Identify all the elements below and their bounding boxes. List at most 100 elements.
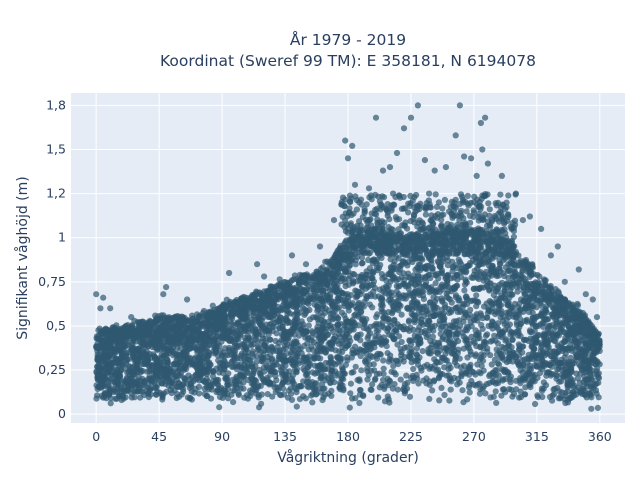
data-point: [326, 287, 333, 294]
data-point: [564, 388, 571, 395]
data-point: [488, 299, 495, 306]
data-point: [316, 385, 323, 392]
data-point: [215, 305, 222, 312]
data-point: [353, 348, 360, 355]
data-point: [561, 329, 568, 336]
data-point: [413, 352, 421, 359]
data-point: [453, 330, 460, 337]
data-point: [477, 310, 484, 317]
data-point: [175, 393, 183, 400]
data-point: [501, 368, 508, 375]
data-point: [435, 340, 443, 347]
data-point: [309, 399, 316, 406]
data-point: [310, 339, 317, 346]
data-point: [320, 318, 327, 325]
data-point: [347, 390, 354, 397]
data-point: [577, 348, 584, 356]
data-point: [431, 322, 438, 329]
data-point: [274, 387, 281, 394]
data-point: [385, 396, 392, 403]
data-point: [514, 359, 521, 366]
data-point: [489, 369, 497, 376]
data-point: [278, 369, 286, 376]
data-point: [369, 281, 377, 288]
data-point: [413, 371, 420, 378]
data-point: [390, 362, 397, 370]
data-point: [439, 298, 446, 305]
data-point: [447, 364, 454, 371]
data-point: [591, 382, 599, 389]
data-point: [249, 326, 256, 334]
data-point: [569, 359, 576, 366]
data-point: [432, 280, 439, 287]
data-point: [405, 258, 412, 266]
data-point: [361, 341, 369, 348]
data-point: [427, 275, 434, 282]
data-point: [283, 314, 290, 322]
data-point: [412, 287, 419, 294]
data-point: [111, 359, 118, 367]
data-point: [359, 260, 366, 267]
data-point: [315, 297, 322, 304]
data-point: [522, 391, 529, 398]
data-point: [331, 302, 338, 309]
data-point: [235, 391, 242, 398]
data-point: [275, 353, 282, 360]
data-point: [221, 357, 228, 364]
data-point: [558, 363, 565, 370]
data-point: [398, 311, 405, 318]
data-point: [422, 327, 429, 334]
data-point: [370, 288, 377, 295]
data-point: [304, 374, 311, 381]
data-point: [376, 370, 383, 377]
data-point: [352, 363, 359, 370]
data-point: [327, 310, 334, 317]
data-point: [453, 318, 460, 325]
data-point: [388, 368, 395, 375]
data-point: [340, 370, 348, 377]
data-point: [160, 352, 167, 360]
data-point: [537, 321, 544, 328]
data-point: [458, 369, 465, 376]
data-point: [413, 356, 420, 363]
data-point: [314, 316, 321, 323]
data-point: [104, 361, 111, 368]
data-point: [128, 346, 135, 353]
data-point: [577, 362, 584, 370]
data-point: [300, 365, 307, 372]
data-point: [185, 372, 192, 379]
data-point: [532, 400, 539, 408]
data-point: [515, 279, 523, 286]
data-point: [380, 376, 387, 384]
data-point: [328, 368, 335, 375]
data-point: [491, 322, 498, 329]
data-point: [491, 332, 498, 339]
data-point: [356, 386, 364, 394]
data-point: [242, 323, 249, 330]
data-point: [205, 386, 212, 393]
data-point: [305, 300, 312, 307]
data-point: [333, 313, 340, 320]
data-point: [352, 395, 359, 402]
data-point: [425, 346, 432, 353]
data-point: [325, 390, 332, 397]
data-point: [534, 392, 541, 399]
data-point: [473, 303, 480, 310]
data-point: [439, 334, 447, 341]
data-point: [164, 347, 171, 354]
data-point: [506, 376, 514, 383]
data-point: [268, 356, 276, 363]
data-point: [494, 380, 502, 387]
data-point: [429, 387, 436, 394]
data-point: [356, 391, 363, 398]
data-point: [444, 262, 451, 269]
data-point: [255, 382, 262, 389]
data-point: [455, 338, 462, 345]
data-point: [493, 399, 500, 406]
data-point: [496, 331, 503, 338]
data-point: [481, 338, 489, 345]
data-point: [431, 377, 438, 384]
data-point: [467, 306, 474, 313]
data-point: [297, 325, 304, 332]
data-point: [281, 329, 288, 337]
